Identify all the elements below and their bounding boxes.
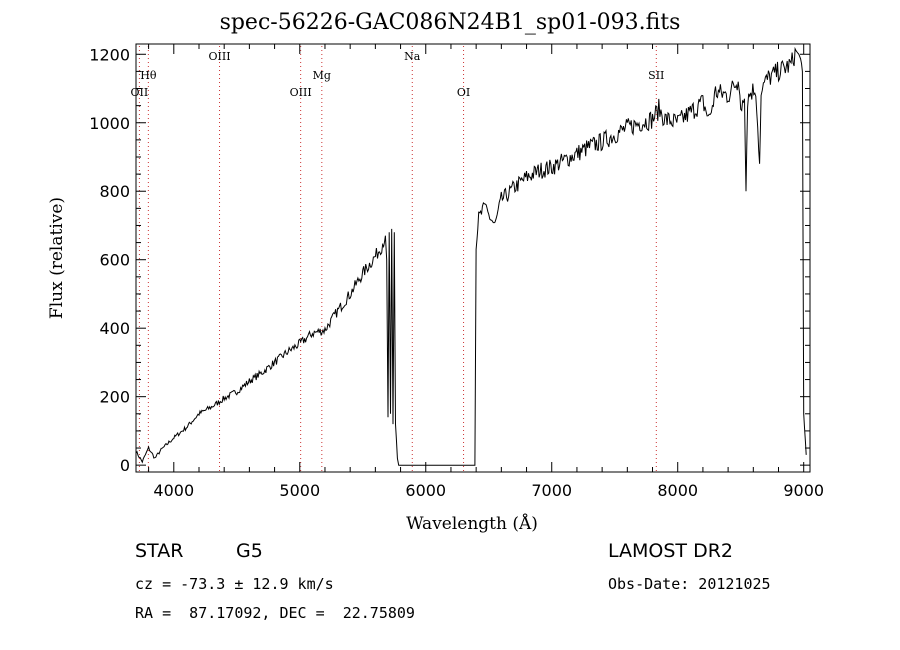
y-tick-label: 1200 [89, 45, 130, 64]
axis-labels: Wavelength (Å) Flux (relative) [47, 197, 538, 534]
y-axis-label: Flux (relative) [47, 197, 67, 319]
x-tick-label: 6000 [405, 481, 446, 500]
spectrum-line [135, 46, 807, 466]
chart-title: spec-56226-GAC086N24B1_sp01-093.fits [219, 10, 681, 35]
y-tick-label: 1000 [89, 114, 130, 133]
line-marker-label: OII [131, 86, 149, 99]
object-type: STAR [135, 540, 184, 562]
line-marker-label: Hθ [140, 69, 157, 82]
x-tick-label: 5000 [279, 481, 320, 500]
line-marker-label: OIII [290, 86, 312, 99]
line-marker-label: Na [404, 50, 421, 63]
spectrum-series [135, 46, 807, 466]
redshift-value: cz = -73.3 ± 12.9 km/s [135, 575, 334, 593]
plot-frame [135, 43, 811, 473]
y-tick-label: 800 [99, 182, 130, 201]
line-marker-label: OIII [208, 50, 230, 63]
y-tick-label: 0 [120, 456, 130, 475]
y-tick-label: 400 [99, 319, 130, 338]
y-tick-label: 200 [99, 388, 130, 407]
y-tick-label: 600 [99, 251, 130, 270]
survey-name: LAMOST DR2 [608, 540, 733, 562]
line-marker-label: OI [457, 86, 470, 99]
x-axis-label: Wavelength (Å) [406, 513, 538, 534]
x-tick-label: 9000 [783, 481, 824, 500]
line-marker-label: Mg [313, 69, 331, 82]
spectral-subclass: G5 [236, 540, 263, 562]
observation-date: Obs-Date: 20121025 [608, 575, 771, 593]
x-tick-label: 7000 [531, 481, 572, 500]
line-marker-label: SII [648, 69, 664, 82]
plot-axes: 4000 5000 6000 7000 8000 9000 0 200 400 600 800 100… [89, 43, 824, 500]
sky-coordinates: RA = 87.17092, DEC = 22.75809 [135, 604, 415, 622]
x-tick-label: 4000 [153, 481, 194, 500]
x-tick-label: 8000 [657, 481, 698, 500]
